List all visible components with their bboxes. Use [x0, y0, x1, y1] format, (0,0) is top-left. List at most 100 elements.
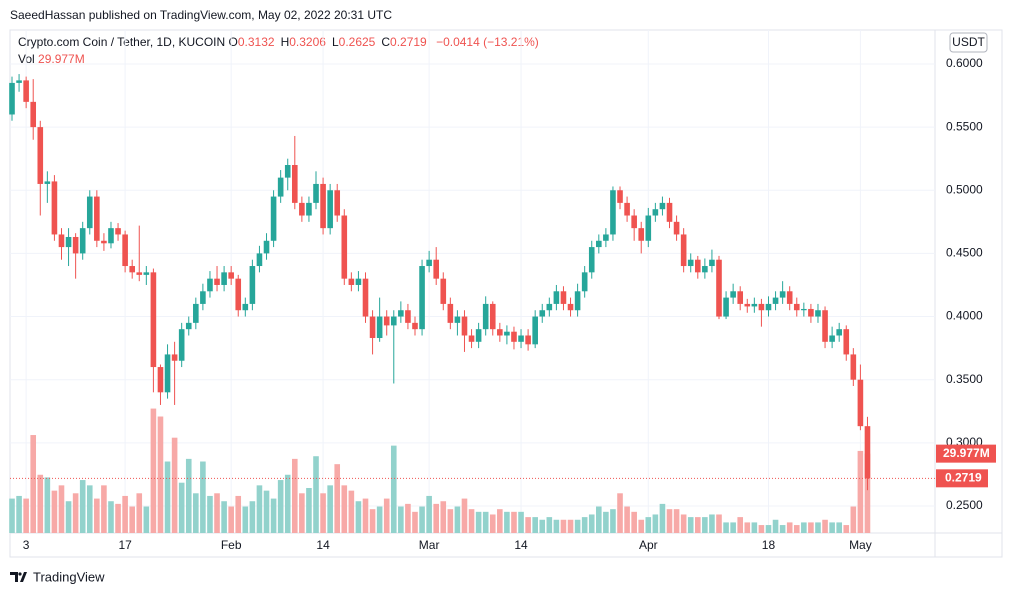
- candle-body: [843, 329, 850, 355]
- volume-bar: [426, 495, 432, 533]
- candle-body: [864, 426, 871, 479]
- brand-logo: [10, 572, 27, 582]
- volume-bar: [758, 525, 765, 533]
- legend-line: Crypto.com Coin / Tether, 1D, KUCOIN O0.…: [18, 35, 539, 49]
- volume-bar: [808, 522, 814, 533]
- volume-bar: [772, 519, 779, 533]
- ohlc-label: O: [228, 35, 238, 49]
- volume-bar: [716, 514, 722, 533]
- volume-bar: [433, 503, 439, 533]
- candle-body: [299, 202, 305, 216]
- volume-bar: [723, 522, 729, 533]
- candle-body: [72, 236, 79, 254]
- volume-bar: [143, 506, 150, 533]
- candle-body: [426, 259, 432, 267]
- volume-bar: [58, 485, 65, 533]
- volume-bar: [164, 461, 171, 533]
- volume-bar: [666, 509, 673, 533]
- volume-bar: [299, 493, 305, 533]
- x-tick-label: 14: [316, 538, 330, 552]
- y-tick-label: 0.2500: [946, 498, 983, 512]
- candle-body: [108, 228, 114, 244]
- volume-bar: [815, 522, 821, 533]
- candle-body: [574, 291, 581, 311]
- volume-bar: [362, 498, 369, 533]
- volume-bar: [129, 506, 135, 533]
- x-tick-label: 18: [762, 538, 776, 552]
- volume-bar: [16, 495, 22, 533]
- candle-body: [758, 303, 765, 311]
- change: −0.0414 (−13.21%): [436, 35, 539, 49]
- x-tick-label: Apr: [639, 538, 658, 552]
- candle-body: [822, 310, 828, 342]
- volume-axis-label: 29.977M: [943, 446, 990, 460]
- volume-bar: [263, 490, 270, 533]
- volume-bar: [122, 495, 128, 533]
- volume-bar: [440, 501, 447, 533]
- candle-body: [306, 202, 312, 216]
- candle-body: [793, 303, 800, 311]
- candle-body: [610, 190, 616, 235]
- volume-bar: [256, 485, 263, 533]
- volume-bar: [200, 461, 206, 533]
- volume-bar: [709, 514, 715, 533]
- candle-body: [454, 316, 461, 323]
- candle-body: [327, 190, 333, 229]
- volume-bar: [150, 408, 157, 533]
- candle-body: [44, 181, 51, 184]
- candle-body: [9, 82, 15, 115]
- candle-body: [553, 291, 560, 304]
- candle-body: [171, 354, 178, 361]
- volume-bar: [801, 522, 807, 533]
- volume-bar: [461, 498, 468, 533]
- ohlc-label: H: [280, 35, 290, 49]
- candle-body: [277, 177, 284, 197]
- candle-body: [772, 297, 779, 304]
- volume-bar: [525, 517, 531, 533]
- candle-body: [518, 335, 524, 342]
- brand: TradingView: [33, 569, 105, 584]
- grid: [10, 30, 935, 533]
- candle-body: [666, 202, 673, 222]
- volume-bar: [348, 490, 355, 533]
- candle-body: [532, 316, 538, 345]
- volume-bar: [419, 506, 425, 533]
- volume-bar: [171, 437, 178, 533]
- candle-body: [419, 266, 425, 330]
- volume-bar: [292, 458, 298, 533]
- volume-bar: [86, 485, 93, 533]
- candle-body: [709, 259, 715, 267]
- candle-body: [786, 291, 793, 304]
- volume-bar: [115, 503, 121, 533]
- ohlc-value: 0.3132: [237, 35, 275, 49]
- candles: [9, 74, 871, 491]
- candle-body: [16, 80, 22, 83]
- volume-bar: [30, 435, 37, 533]
- candle-body: [836, 329, 842, 336]
- x-tick-label: 3: [23, 538, 30, 552]
- candle-body: [164, 354, 171, 393]
- volume-bar: [793, 525, 800, 533]
- volume-bar: [617, 493, 623, 533]
- volume-bar: [539, 519, 546, 533]
- currency-box[interactable]: [949, 32, 988, 53]
- candle-body: [122, 234, 128, 267]
- price-axis-label-box: [936, 469, 988, 488]
- candle-body: [23, 80, 29, 102]
- volume-bar: [454, 506, 461, 533]
- candle-body: [687, 259, 694, 267]
- volume-bar: [44, 477, 51, 533]
- candle-body: [617, 190, 623, 203]
- candle-body: [249, 266, 256, 304]
- volume-bar: [398, 506, 404, 533]
- candle-body: [737, 291, 744, 304]
- candle-body: [659, 202, 666, 210]
- volume-bar: [270, 498, 277, 533]
- volume-bar: [560, 519, 567, 533]
- x-tick-label: 14: [514, 538, 528, 552]
- volume-bars: [9, 408, 871, 533]
- volume-bar: [532, 517, 538, 533]
- candle-body: [631, 215, 637, 229]
- volume-bar: [624, 506, 630, 533]
